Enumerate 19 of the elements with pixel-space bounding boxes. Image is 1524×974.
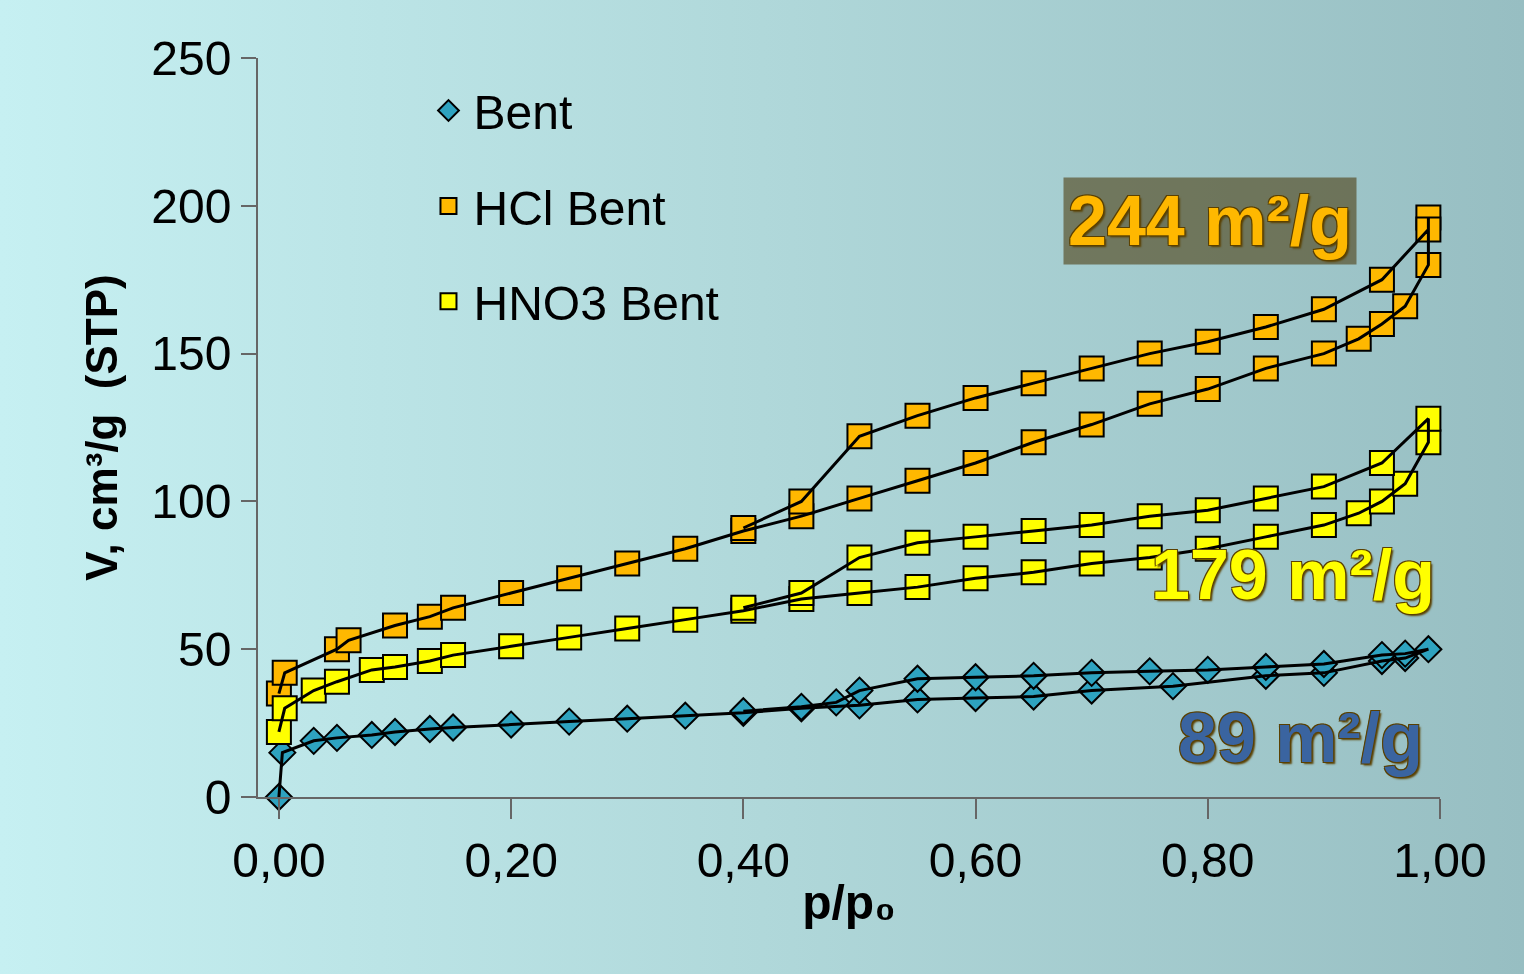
annotation: 89 m²/g	[1178, 699, 1424, 777]
y-tick-label: 0	[204, 770, 232, 824]
y-tick-label: 250	[151, 31, 232, 85]
y-tick-label: 100	[151, 475, 232, 529]
x-tick-label: 0,60	[928, 833, 1023, 887]
legend-label: HNO3 Bent	[473, 277, 719, 330]
x-axis-title: p/p₀	[802, 876, 896, 930]
x-tick-label: 0,00	[232, 833, 326, 887]
y-tick-label: 150	[151, 327, 232, 381]
x-tick-label: 1,00	[1393, 833, 1487, 887]
y-tick-label: 50	[178, 623, 232, 676]
y-tick-label: 200	[151, 179, 232, 233]
legend-label: HCl Bent	[473, 181, 666, 235]
y-axis-title: V, cm³/g (STP)	[76, 274, 126, 581]
annotation: 244 m²/g	[1068, 182, 1352, 260]
legend-label: Bent	[473, 86, 573, 140]
x-tick-label: 0,40	[696, 833, 791, 887]
x-tick-label: 0,20	[464, 833, 558, 887]
x-tick-label: 0,80	[1161, 833, 1255, 887]
